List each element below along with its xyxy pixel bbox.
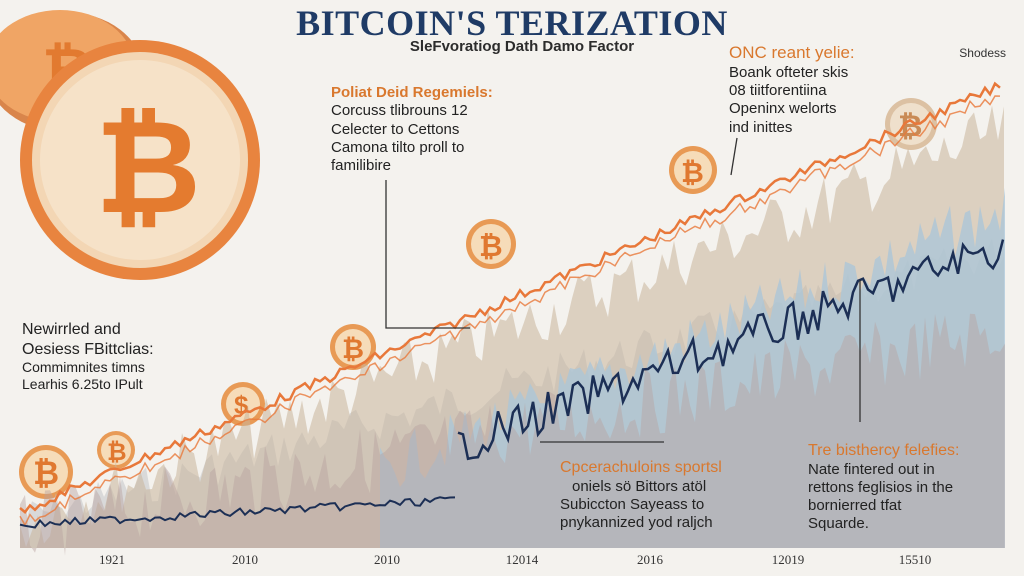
annotation-heading: ONC reant yelie: bbox=[729, 43, 855, 62]
annotation-line: ind inittes bbox=[729, 118, 793, 136]
dollar-coin-icon: $ bbox=[221, 382, 265, 426]
annotation-heading: Newirrled and bbox=[22, 321, 121, 338]
annotation-line: bornierred tfat bbox=[808, 497, 902, 515]
svg-text:₿: ₿ bbox=[33, 455, 59, 491]
x-tick-label: 12019 bbox=[771, 552, 805, 567]
bitcoin-coin-icon: ₿ bbox=[97, 431, 135, 469]
bitcoin-coin-icon: ₿ bbox=[19, 445, 73, 499]
x-tick-label: 2010 bbox=[232, 552, 258, 567]
annotation-heading: Tre bisthercy felefies: bbox=[808, 442, 960, 459]
annotation-history: Tre bisthercy felefies: Nate fintered ou… bbox=[808, 441, 959, 534]
chart-series bbox=[19, 81, 1005, 556]
annotation-line: rettons feglisios in the bbox=[808, 478, 954, 496]
svg-text:₿: ₿ bbox=[342, 334, 364, 364]
annotation-line: Corcuss tlibrouns 12 bbox=[331, 102, 468, 120]
annotation-heading: Poliat Deid Regemiels: bbox=[331, 84, 493, 101]
annotation-line: oniels sö Bittors atöl bbox=[572, 477, 707, 495]
annotation-line: Squarde. bbox=[808, 515, 869, 533]
x-tick-label: 2010 bbox=[374, 552, 400, 567]
annotation-heading: Cpcerachuloins sportsl bbox=[560, 459, 722, 476]
annotation-line: Boank ofteter skis bbox=[729, 63, 849, 81]
series-area-mauve bbox=[20, 313, 1005, 556]
series-line-orange bbox=[19, 81, 1001, 514]
annotation-line: Openinx welorts bbox=[729, 100, 837, 118]
annotation-line: Oesiess FBittclias: bbox=[22, 340, 154, 358]
bitcoin-coin-icon: ₿ bbox=[669, 146, 717, 194]
annotation-policy: Poliat Deid Regemiels: Corcuss tlibrouns… bbox=[331, 84, 493, 175]
bitcoin-coin-icon: ₿ bbox=[885, 98, 937, 150]
series-area-blue bbox=[380, 187, 1005, 548]
series-line-orange-secondary bbox=[19, 95, 1001, 527]
annotation-line: Celecter to Cettons bbox=[331, 120, 460, 138]
annotation-line: Nate fintered out in bbox=[808, 460, 935, 478]
svg-text:₿: ₿ bbox=[681, 157, 704, 188]
x-tick-label: 2016 bbox=[637, 552, 663, 567]
annotation-line: Subiccton Sayeass to bbox=[560, 495, 705, 513]
bitcoin-coin-icon: ₿ bbox=[330, 324, 376, 370]
big-bitcoin-icon: ₿ ₿ bbox=[0, 10, 260, 280]
series-line-navy-early bbox=[19, 496, 456, 529]
callout-lines bbox=[385, 137, 861, 443]
svg-text:$: $ bbox=[234, 390, 249, 420]
bitcoin-coin-icon: ₿ bbox=[466, 219, 516, 269]
page-subtitle: SleFvoratiog Dath Damo Factor bbox=[409, 38, 635, 55]
annotation-newirrled: Newirrled and Oesiess FBittclias: Commim… bbox=[22, 320, 154, 393]
annotation-line: Learhis 6.25to IPult bbox=[22, 376, 143, 393]
annotation-line: Camona tilto proll to bbox=[331, 138, 465, 156]
top-right-label: Shodess bbox=[959, 46, 1006, 60]
annotation-sports: Cpcerachuloins sportsl oniels sö Bittors… bbox=[560, 458, 722, 532]
svg-text:₿: ₿ bbox=[107, 439, 127, 466]
x-tick-label: 15510 bbox=[898, 552, 932, 567]
annotation-line: Commimnites timns bbox=[22, 359, 145, 376]
page-title: BITCOIN'S TERIZATION bbox=[296, 3, 728, 43]
svg-text:₿: ₿ bbox=[479, 231, 503, 263]
x-tick-label: 1921 bbox=[99, 552, 125, 567]
annotation-line: 08 tiitforentiina bbox=[729, 82, 827, 100]
x-tick-label: 12014 bbox=[505, 552, 539, 567]
annotation-line: familibire bbox=[331, 157, 392, 175]
series-line-navy bbox=[457, 239, 1005, 461]
annotation-line: pnykannized yod raljch bbox=[560, 514, 713, 532]
annotation-recent: ONC reant yelie: Boank ofteter skis 08 t… bbox=[729, 43, 855, 137]
svg-text:₿: ₿ bbox=[95, 94, 201, 240]
